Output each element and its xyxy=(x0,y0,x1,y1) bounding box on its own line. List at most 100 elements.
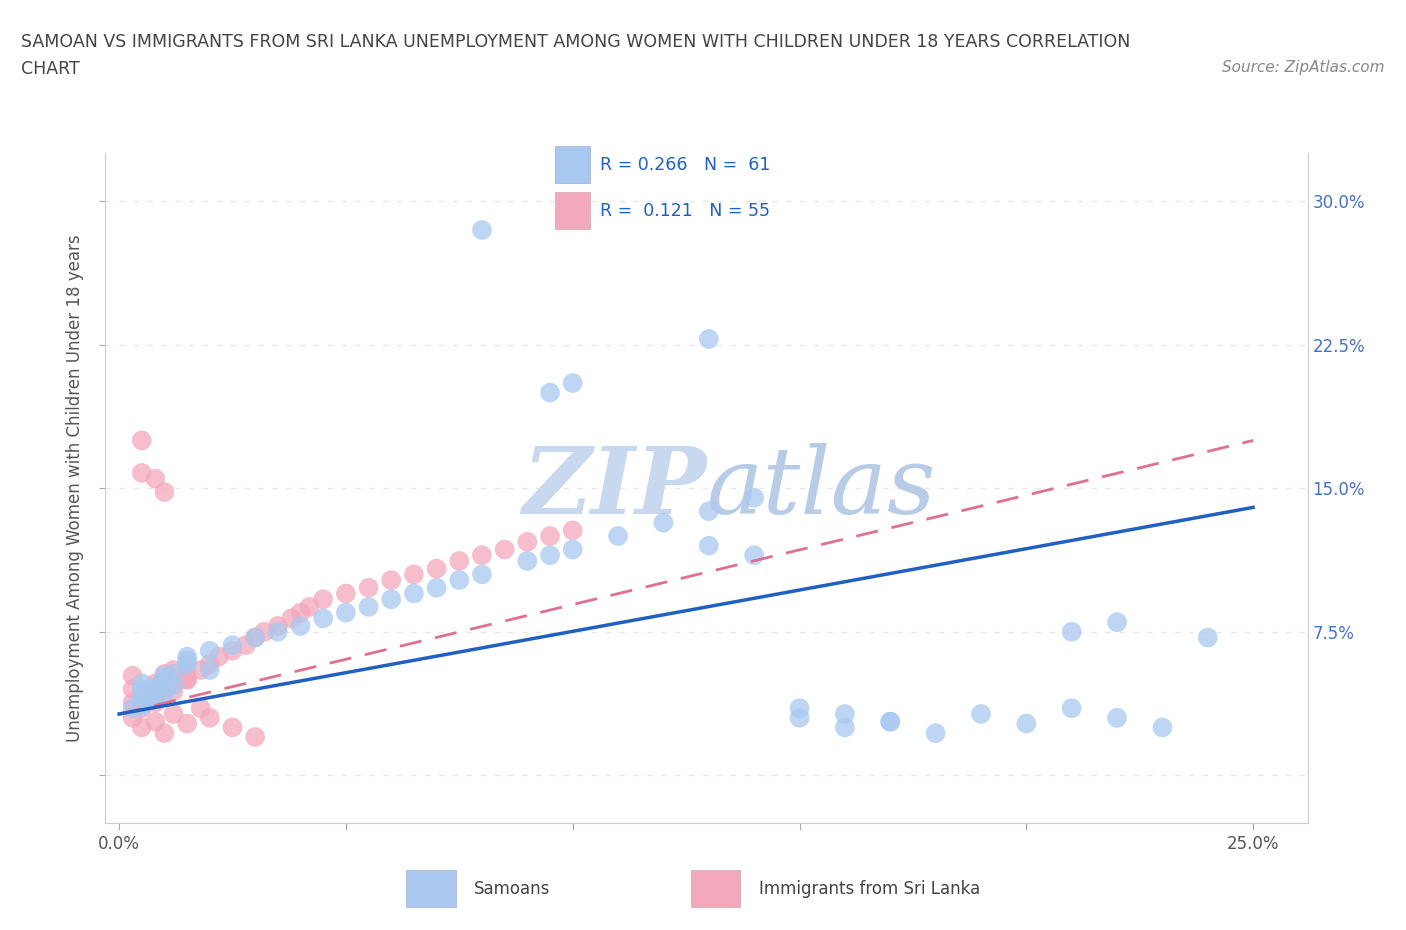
Point xyxy=(143,684,166,698)
Point xyxy=(162,684,184,698)
Point xyxy=(198,644,221,658)
Point xyxy=(471,222,494,237)
Point xyxy=(1060,701,1083,716)
Bar xyxy=(690,870,740,907)
Point xyxy=(290,618,312,633)
Text: SAMOAN VS IMMIGRANTS FROM SRI LANKA UNEMPLOYMENT AMONG WOMEN WITH CHILDREN UNDER: SAMOAN VS IMMIGRANTS FROM SRI LANKA UNEM… xyxy=(21,33,1130,50)
Point xyxy=(516,535,538,550)
Point xyxy=(121,669,143,684)
Point xyxy=(162,678,184,693)
Point xyxy=(290,605,312,620)
Point xyxy=(153,685,176,700)
Point xyxy=(131,720,153,735)
Point xyxy=(471,548,494,563)
Point xyxy=(243,630,266,644)
Point xyxy=(538,385,561,400)
Point xyxy=(139,689,162,704)
Point xyxy=(561,542,583,557)
Point xyxy=(143,689,166,704)
Point xyxy=(697,538,720,553)
Point xyxy=(176,669,198,684)
Point xyxy=(221,720,243,735)
Point xyxy=(267,624,290,639)
Point xyxy=(335,605,357,620)
Point xyxy=(162,707,184,722)
Bar xyxy=(406,870,456,907)
Point xyxy=(312,591,335,606)
Text: Immigrants from Sri Lanka: Immigrants from Sri Lanka xyxy=(759,880,980,897)
Bar xyxy=(555,146,589,183)
Point xyxy=(176,653,198,668)
Point xyxy=(449,553,471,568)
Text: atlas: atlas xyxy=(707,444,936,533)
Point xyxy=(131,699,153,714)
Point xyxy=(176,657,198,671)
Point xyxy=(121,701,143,716)
Point xyxy=(153,680,176,695)
Point xyxy=(243,729,266,744)
Point xyxy=(131,676,153,691)
Point xyxy=(402,586,425,601)
Point xyxy=(198,662,221,677)
Point xyxy=(143,695,166,710)
Point xyxy=(697,504,720,519)
Point xyxy=(357,600,380,615)
Point xyxy=(153,685,176,700)
Text: Samoans: Samoans xyxy=(474,880,551,897)
Point xyxy=(402,567,425,582)
Point xyxy=(131,682,153,697)
Point xyxy=(267,618,290,633)
Point xyxy=(335,586,357,601)
Point xyxy=(1152,720,1174,735)
Point xyxy=(607,528,630,543)
Point xyxy=(652,515,675,530)
Text: R =  0.121   N = 55: R = 0.121 N = 55 xyxy=(600,202,770,219)
Point xyxy=(176,672,198,687)
Point xyxy=(235,638,257,653)
Point xyxy=(221,638,243,653)
Point xyxy=(190,662,212,677)
Point xyxy=(471,567,494,582)
Point xyxy=(131,695,153,710)
Point xyxy=(153,674,176,689)
Point xyxy=(153,667,176,682)
Point xyxy=(131,687,153,702)
Point xyxy=(208,649,231,664)
Point xyxy=(153,669,176,684)
Point xyxy=(176,716,198,731)
Point xyxy=(121,711,143,725)
Point xyxy=(153,725,176,740)
Point xyxy=(538,528,561,543)
Bar xyxy=(555,193,589,230)
Point xyxy=(879,714,901,729)
Point xyxy=(834,707,856,722)
Point xyxy=(357,580,380,595)
Point xyxy=(190,701,212,716)
Point xyxy=(1060,624,1083,639)
Point xyxy=(131,687,153,702)
Point xyxy=(139,691,162,706)
Point xyxy=(143,680,166,695)
Point xyxy=(312,611,335,626)
Text: ZIP: ZIP xyxy=(522,444,707,533)
Point xyxy=(697,332,720,347)
Point xyxy=(131,701,153,716)
Point xyxy=(162,667,184,682)
Point xyxy=(742,548,765,563)
Point xyxy=(561,376,583,391)
Point xyxy=(143,472,166,486)
Point xyxy=(121,695,143,710)
Point xyxy=(253,624,276,639)
Point xyxy=(131,433,153,448)
Point xyxy=(789,711,811,725)
Point xyxy=(298,600,321,615)
Point xyxy=(538,548,561,563)
Point xyxy=(162,662,184,677)
Text: CHART: CHART xyxy=(21,60,80,78)
Point xyxy=(426,580,449,595)
Point xyxy=(1105,615,1128,630)
Point xyxy=(516,553,538,568)
Point xyxy=(131,466,153,481)
Point xyxy=(1105,711,1128,725)
Point xyxy=(742,490,765,505)
